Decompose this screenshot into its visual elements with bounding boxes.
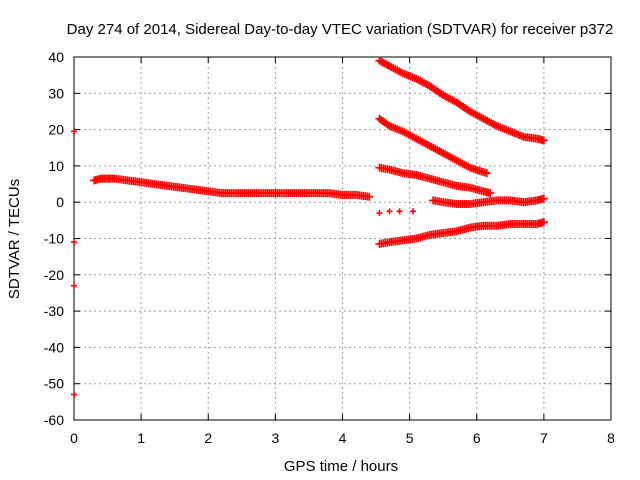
data-point [71,239,77,246]
data-point [71,282,77,289]
x-tick-label: 4 [339,430,347,446]
x-axis-label: GPS time / hours [284,458,398,475]
series-2 [375,56,548,145]
data-point [539,194,548,203]
x-tick-label: 0 [70,430,78,446]
series-1 [90,174,374,201]
y-tick-label: -60 [44,412,64,428]
series-5 [376,208,416,217]
series-0 [71,128,77,398]
data-point [409,208,416,215]
data-point [376,210,383,217]
x-tick-label: 2 [204,430,212,446]
y-axis-label: SDTVAR / TECUs [6,179,23,299]
series-4 [375,163,495,198]
x-tick-label: 6 [473,430,481,446]
y-axis-ticks: -60 -50 -40 -30 -20 -10 0 10 20 30 40 [44,49,611,428]
data-point [539,136,548,145]
data-point [71,128,77,135]
data-points [71,56,548,398]
grid-lines [74,57,611,420]
data-point [71,391,77,398]
y-tick-label: -30 [44,303,64,319]
data-point [539,218,548,227]
x-axis-ticks: 0 1 2 3 4 5 6 7 8 [70,57,615,446]
y-tick-label: 40 [48,49,64,65]
y-tick-label: 30 [48,85,64,101]
series-7 [375,218,548,248]
data-point [482,169,491,178]
y-tick-label: -50 [44,376,64,392]
y-tick-label: -10 [44,231,64,247]
data-point [365,192,374,201]
series-3 [375,114,491,178]
data-point [396,208,403,215]
x-tick-label: 5 [406,430,414,446]
series-6 [429,194,548,209]
data-point [486,189,495,198]
x-tick-label: 3 [271,430,279,446]
x-tick-label: 8 [607,430,615,446]
x-tick-label: 1 [137,430,145,446]
y-tick-label: 20 [48,122,64,138]
data-point [386,208,393,215]
y-tick-label: 0 [56,194,64,210]
y-tick-label: 10 [48,158,64,174]
y-tick-label: -40 [44,339,64,355]
y-tick-label: -20 [44,267,64,283]
chart-title: Day 274 of 2014, Sidereal Day-to-day VTE… [67,21,614,38]
x-tick-label: 7 [540,430,548,446]
